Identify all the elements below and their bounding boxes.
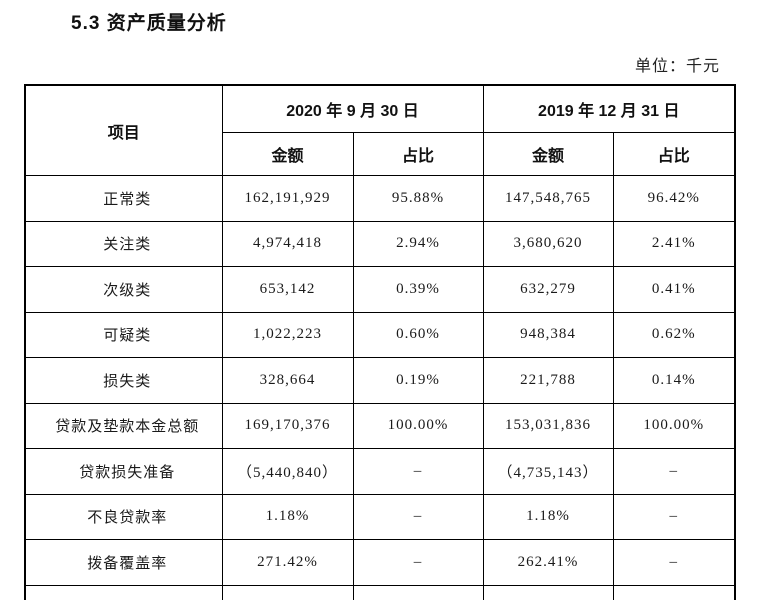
cell-ratio-2019: – <box>612 448 736 495</box>
table-row-loan-provision-ratio: 贷款拨备率 3.22% – 3.09% – <box>24 584 736 600</box>
cell-ratio-2020: 0.39% <box>352 266 484 313</box>
cell-amount-2020: 162,191,929 <box>221 175 354 222</box>
table-header-row-measures: 金额 占比 金额 占比 <box>25 132 736 176</box>
cell-amount-2020: 1,022,223 <box>221 311 354 358</box>
header-item-column: 项目 <box>24 84 223 176</box>
cell-ratio-2020: 0.19% <box>352 357 484 404</box>
cell-ratio-2019: – <box>612 584 736 600</box>
cell-ratio-2019: – <box>612 493 736 540</box>
header-ratio-2019: 占比 <box>612 132 736 176</box>
cell-ratio-2019: 0.62% <box>612 311 736 358</box>
cell-item: 拨备覆盖率 <box>24 539 223 586</box>
cell-item: 正常类 <box>24 175 223 222</box>
cell-amount-2020: 4,974,418 <box>221 220 354 267</box>
header-period-2020: 2020 年 9 月 30 日 <box>221 84 484 133</box>
cell-amount-2019: 632,279 <box>482 266 614 313</box>
cell-ratio-2020: 100.00% <box>352 402 484 449</box>
table-header-row-periods: 项目 2020 年 9 月 30 日 2019 年 12 月 31 日 <box>24 84 736 176</box>
cell-amount-2019: 1.18% <box>482 493 614 540</box>
cell-amount-2020: 3.22% <box>221 584 354 600</box>
cell-item: 次级类 <box>24 266 223 313</box>
cell-amount-2019: 221,788 <box>482 357 614 404</box>
cell-item: 贷款拨备率 <box>24 584 223 600</box>
cell-ratio-2019: – <box>612 539 736 586</box>
cell-item: 贷款损失准备 <box>24 448 223 495</box>
cell-amount-2019: 153,031,836 <box>482 402 614 449</box>
cell-amount-2019: （4,735,143） <box>482 448 614 495</box>
table-row-npl-ratio: 不良贷款率 1.18% – 1.18% – <box>24 493 736 540</box>
cell-ratio-2019: 100.00% <box>612 402 736 449</box>
cell-ratio-2019: 96.42% <box>612 175 736 222</box>
section-title: 5.3 资产质量分析 <box>71 13 227 34</box>
cell-ratio-2019: 2.41% <box>612 220 736 267</box>
cell-ratio-2020: 95.88% <box>352 175 484 222</box>
header-amount-2019: 金额 <box>482 132 614 176</box>
cell-ratio-2020: – <box>352 584 484 600</box>
cell-amount-2020: 1.18% <box>221 493 354 540</box>
cell-amount-2019: 147,548,765 <box>482 175 614 222</box>
cell-ratio-2020: – <box>352 448 484 495</box>
asset-quality-table: 项目 2020 年 9 月 30 日 2019 年 12 月 31 日 金额 占… <box>24 84 737 600</box>
cell-ratio-2020: – <box>352 539 484 586</box>
cell-amount-2020: 328,664 <box>221 357 354 404</box>
cell-item: 损失类 <box>24 357 223 404</box>
table-row-provision-coverage: 拨备覆盖率 271.42% – 262.41% – <box>24 539 736 586</box>
table-row-loss: 损失类 328,664 0.19% 221,788 0.14% <box>24 357 736 404</box>
cell-ratio-2020: 0.60% <box>352 311 484 358</box>
table-row-substandard: 次级类 653,142 0.39% 632,279 0.41% <box>24 266 736 313</box>
cell-item: 不良贷款率 <box>24 493 223 540</box>
header-amount-2020: 金额 <box>221 132 354 176</box>
cell-amount-2020: 169,170,376 <box>221 402 354 449</box>
cell-amount-2019: 948,384 <box>482 311 614 358</box>
cell-ratio-2019: 0.14% <box>612 357 736 404</box>
cell-ratio-2020: 2.94% <box>352 220 484 267</box>
table-row-special-mention: 关注类 4,974,418 2.94% 3,680,620 2.41% <box>24 220 736 267</box>
cell-amount-2020: （5,440,840） <box>221 448 354 495</box>
table-row-total-principal: 贷款及垫款本金总额 169,170,376 100.00% 153,031,83… <box>24 402 736 449</box>
cell-amount-2019: 3,680,620 <box>482 220 614 267</box>
cell-item: 贷款及垫款本金总额 <box>24 402 223 449</box>
header-period-2019: 2019 年 12 月 31 日 <box>482 84 736 133</box>
table-row-doubtful: 可疑类 1,022,223 0.60% 948,384 0.62% <box>24 311 736 358</box>
cell-ratio-2020: – <box>352 493 484 540</box>
table-row-normal: 正常类 162,191,929 95.88% 147,548,765 96.42… <box>24 175 736 222</box>
table-row-loan-loss-provision: 贷款损失准备 （5,440,840） – （4,735,143） – <box>24 448 736 495</box>
unit-label: 单位：千元 <box>634 58 720 75</box>
cell-amount-2020: 653,142 <box>221 266 354 313</box>
cell-amount-2020: 271.42% <box>221 539 354 586</box>
cell-amount-2019: 262.41% <box>482 539 614 586</box>
header-ratio-2020: 占比 <box>352 132 484 176</box>
cell-item: 可疑类 <box>24 311 223 358</box>
cell-ratio-2019: 0.41% <box>612 266 736 313</box>
cell-item: 关注类 <box>24 220 223 267</box>
cell-amount-2019: 3.09% <box>482 584 614 600</box>
